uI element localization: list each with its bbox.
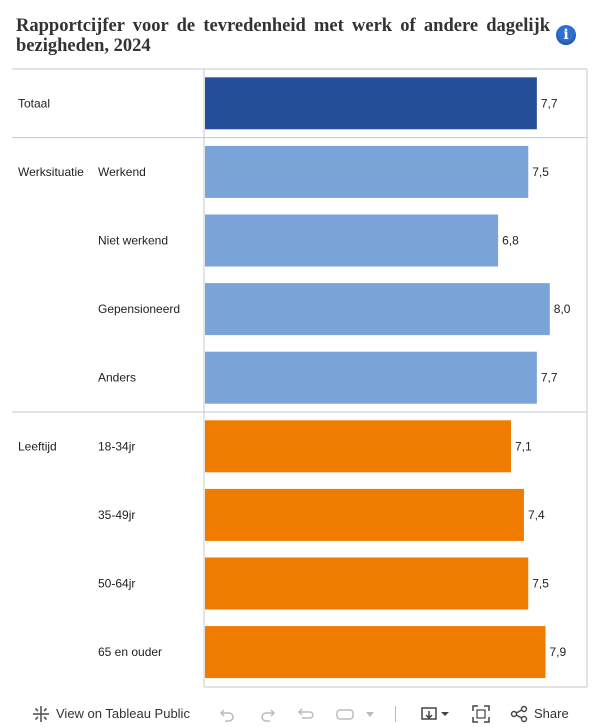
info-icon[interactable]: i [556, 25, 576, 45]
tableau-logo-icon [32, 705, 50, 723]
fullscreen-icon[interactable] [472, 705, 490, 723]
undo-icon[interactable] [219, 705, 235, 723]
group-label: Werksituatie [18, 165, 84, 179]
value-label: 7,7 [541, 96, 558, 110]
redo-icon[interactable] [260, 705, 276, 723]
category-label: Anders [98, 371, 136, 385]
bar-leeftijd-18-34jr[interactable] [205, 420, 512, 473]
category-label: Gepensioneerd [98, 302, 180, 316]
view-on-tableau-button[interactable]: View on Tableau Public [32, 705, 190, 723]
bar-leeftijd-35-49jr[interactable] [205, 488, 524, 541]
value-label: 7,9 [549, 645, 566, 659]
bar-werksituatie-gepensioneerd[interactable] [205, 283, 550, 336]
bar-totaal-totaal[interactable] [205, 77, 537, 130]
value-label: 6,8 [502, 234, 519, 248]
bar-chart: 7,7 7,5 Werkend 6,8 Niet werkend 8,0 Gepension… [12, 68, 588, 688]
bar-leeftijd-50-64jr[interactable] [205, 557, 529, 610]
bar-werksituatie-anders[interactable] [205, 351, 537, 404]
group-label: Totaal [18, 96, 50, 110]
view-on-tableau-label: View on Tableau Public [56, 706, 190, 721]
share-icon [510, 705, 528, 723]
pause-icon[interactable] [336, 705, 354, 723]
bar-leeftijd-65-en-ouder[interactable] [205, 626, 546, 679]
page-title: Rapportcijfer voor de tevredenheid met w… [16, 16, 550, 56]
category-label: 18-34jr [98, 439, 135, 453]
download-icon[interactable] [420, 705, 450, 723]
category-label: Werkend [98, 165, 146, 179]
tableau-toolbar: View on Tableau Public [0, 700, 600, 727]
value-label: 7,5 [532, 165, 549, 179]
value-label: 7,5 [532, 577, 549, 591]
category-label: 65 en ouder [98, 645, 162, 659]
value-label: 7,7 [541, 371, 558, 385]
revert-icon[interactable] [298, 705, 314, 723]
share-label: Share [534, 706, 569, 721]
category-label: 35-49jr [98, 508, 135, 522]
category-label: Niet werkend [98, 234, 168, 248]
dropdown-icon[interactable] [365, 705, 375, 723]
bar-werksituatie-niet-werkend[interactable] [205, 214, 499, 267]
value-label: 7,4 [528, 508, 545, 522]
value-label: 7,1 [515, 439, 532, 453]
share-button[interactable]: Share [510, 705, 569, 723]
group-label: Leeftijd [18, 439, 57, 453]
category-label: 50-64jr [98, 577, 135, 591]
bar-werksituatie-werkend[interactable] [205, 145, 529, 198]
value-label: 8,0 [554, 302, 571, 316]
